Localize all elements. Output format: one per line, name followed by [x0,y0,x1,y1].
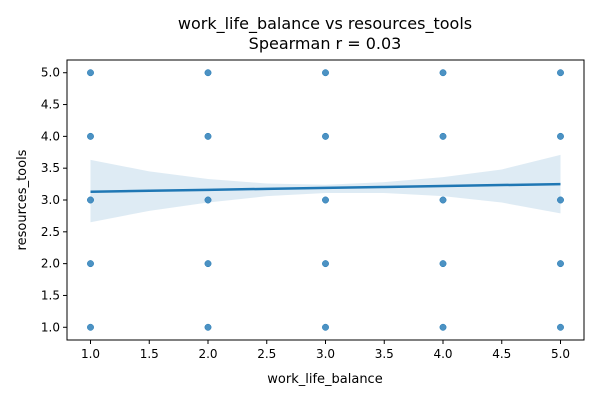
chart-title: work_life_balance vs resources_tools [178,14,472,34]
regression-line-layer [90,182,561,193]
x-tick-label: 1.0 [81,347,100,361]
x-tick-label: 1.5 [140,347,159,361]
scatter-point [439,196,447,204]
scatter-point [439,260,447,268]
scatter-point [439,323,447,331]
x-tick-label: 4.5 [492,347,511,361]
x-axis-ticks: 1.0 1.5 2.0 2.5 3.0 3.5 4.0 4.5 5.0 [81,340,570,361]
y-tick-label: 4.0 [41,129,60,143]
scatter-point [557,323,564,331]
y-tick-label: 2.5 [41,225,60,239]
x-tick-label: 5.0 [551,347,570,361]
scatter-point [87,260,94,268]
scatter-point [204,132,212,140]
y-tick-label: 1.0 [41,320,60,334]
y-axis-label: resources_tools [15,149,30,250]
y-tick-label: 3.0 [41,193,60,207]
scatter-point [557,132,564,140]
x-tick-label: 2.0 [198,347,217,361]
scatter-point [322,132,329,140]
scatter-point [204,323,212,331]
scatter-point [557,196,564,204]
x-tick-label: 4.0 [433,347,452,361]
y-tick-label: 3.5 [41,161,60,175]
scatter-point [322,323,329,331]
y-axis-ticks: 1.0 1.5 2.0 2.5 3.0 3.5 4.0 4.5 5.0 [41,66,67,334]
regression-line [90,182,561,193]
scatter-point [204,196,212,204]
y-tick-label: 5.0 [41,66,60,80]
x-tick-label: 3.5 [375,347,394,361]
scatter-point [204,260,212,268]
scatter-point [322,260,329,268]
scatter-point [322,196,329,204]
scatter-point [87,132,94,140]
x-tick-label: 3.0 [316,347,335,361]
scatter-point [557,260,564,268]
scatter-point [557,69,564,77]
x-tick-label: 2.5 [257,347,276,361]
scatter-point [322,69,329,77]
scatter-point [87,69,94,77]
scatter-point [439,69,447,77]
points-layer [87,69,564,331]
x-axis-label: work_life_balance [267,372,382,387]
y-tick-label: 4.5 [41,98,60,112]
scatter-point [87,196,94,204]
y-tick-label: 1.5 [41,288,60,302]
scatter-point [204,69,212,77]
scatter-point [439,132,447,140]
chart-subtitle: Spearman r = 0.03 [249,34,402,53]
y-tick-label: 2.0 [41,257,60,271]
scatter-point [87,323,94,331]
